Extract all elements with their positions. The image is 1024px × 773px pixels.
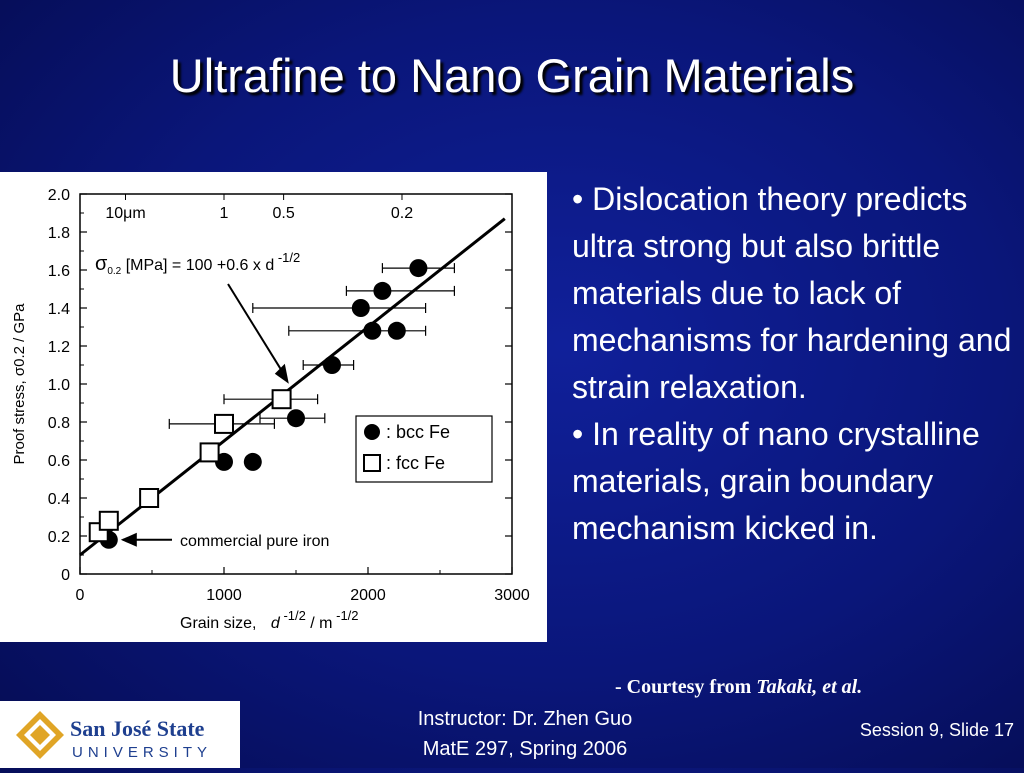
annotation-arrow-head <box>120 532 137 547</box>
y-axis-label: Proof stress, σ0.2 / GPa <box>11 303 28 465</box>
y-tick-label: 0 <box>61 567 70 584</box>
bullet-list: • Dislocation theory predicts ultra stro… <box>572 176 1017 552</box>
fcc-fe-point <box>199 442 220 463</box>
top-axis-label: 0.2 <box>391 205 413 222</box>
y-tick-label: 0.8 <box>48 415 70 432</box>
legend-bcc-label: : bcc Fe <box>386 422 450 442</box>
y-tick-label: 0.4 <box>48 491 70 508</box>
courtesy-authors: Takaki, et al. <box>756 676 863 698</box>
slide-title: Ultrafine to Nano Grain Materials <box>169 49 855 102</box>
equation-arrow-head <box>274 363 289 384</box>
grain-size-chart: 0 0.2 0.4 0.6 0.8 1.0 1.2 1.4 1.6 1.8 2.0 0 1000 2000… <box>0 172 547 642</box>
bcc-fe-point <box>387 321 406 340</box>
annotation-label: commercial pure iron <box>180 533 329 550</box>
y-tick-label: 1.6 <box>48 263 70 280</box>
slide-number: Session 9, Slide 17 <box>859 720 1014 740</box>
y-tick-label: 0.2 <box>48 529 70 546</box>
fcc-fe-point <box>98 510 119 531</box>
bullet-item-1: • Dislocation theory predicts ultra stro… <box>572 181 1012 405</box>
bcc-fe-point <box>351 299 370 317</box>
fcc-fe-point <box>214 413 234 434</box>
x-tick-label: 2000 <box>350 587 386 604</box>
bcc-fe-point <box>409 259 428 278</box>
equation-arrow <box>227 283 286 377</box>
instructor-line2: MatE 297, Spring 2006 <box>422 738 628 760</box>
bcc-fe-point <box>373 281 392 300</box>
y-tick-label: 2.0 <box>48 187 70 204</box>
legend-fcc-label: : fcc Fe <box>386 453 445 473</box>
fcc-fe-point <box>271 389 292 410</box>
x-axis-label: Grain size, d -1/2 / m -1/2 <box>180 608 359 632</box>
sjsu-diamond-icon <box>16 711 64 759</box>
legend-fcc-marker <box>363 454 381 472</box>
bcc-fe-point <box>243 452 262 471</box>
logo-line2: UNIVERSITY <box>72 744 212 761</box>
instructor-line1: Instructor: Dr. Zhen Guo <box>417 708 633 730</box>
top-axis-label: 0.5 <box>272 205 294 222</box>
x-tick-label: 0 <box>76 587 85 604</box>
x-tick-label: 1000 <box>206 587 242 604</box>
y-tick-label: 1.8 <box>48 225 70 242</box>
courtesy-note: - Courtesy from Takaki, et al. <box>615 676 862 699</box>
footer-instructor: Instructor: Dr. Zhen Guo MatE 297, Sprin… <box>380 704 670 764</box>
y-tick-label: 0.6 <box>48 453 70 470</box>
top-axis-label: 1 <box>220 205 229 222</box>
bcc-fe-point <box>287 409 305 428</box>
bcc-fe-point <box>323 356 341 374</box>
y-tick-label: 1.4 <box>48 301 70 318</box>
bcc-fe-point <box>363 321 382 340</box>
y-tick-label: 1.2 <box>48 339 70 356</box>
legend-bcc-marker <box>364 424 380 440</box>
top-axis-label: 10μm <box>105 205 145 222</box>
equation-label: σ0.2 [MPa] = 100 +0.6 x d -1/2 <box>95 250 300 277</box>
chart-svg: 0 0.2 0.4 0.6 0.8 1.0 1.2 1.4 1.6 1.8 2.0 0 1000 2000… <box>11 187 530 632</box>
university-logo: San José State UNIVERSITY <box>0 701 240 768</box>
courtesy-prefix: - Courtesy from <box>615 676 757 698</box>
bullet-item-2: • In reality of nano crystalline materia… <box>572 416 980 546</box>
y-tick-label: 1.0 <box>48 377 70 394</box>
fcc-fe-point <box>139 488 160 508</box>
logo-line1: San José State <box>70 716 205 741</box>
x-tick-label: 3000 <box>494 587 530 604</box>
